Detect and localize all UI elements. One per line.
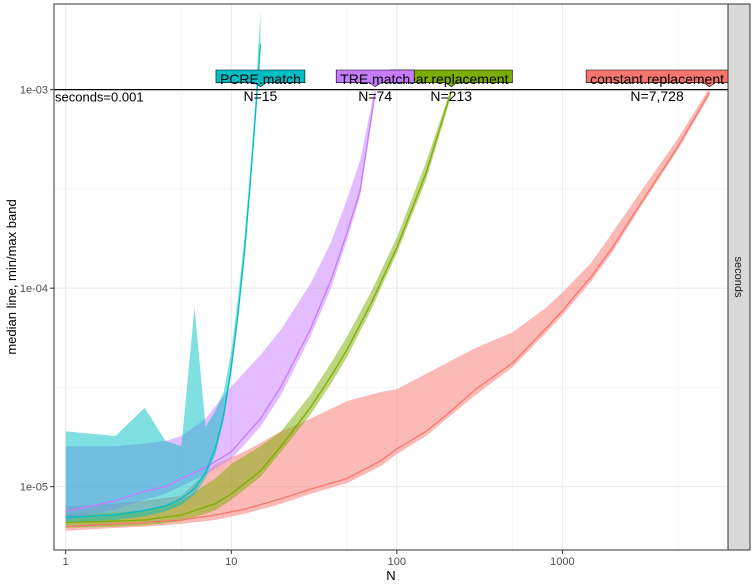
- y-axis-title: median line, min/max band: [4, 199, 19, 354]
- series-label-name: TRE.match: [340, 71, 410, 87]
- series-label-count: N=7,728: [630, 88, 684, 104]
- series-label-name: PCRE.match: [220, 71, 301, 87]
- median-line-constant-replacement: [65, 91, 711, 528]
- y-tick-label: 1e-05: [20, 482, 48, 494]
- series-label-count: N=74: [358, 88, 392, 104]
- median-line-TRE-match: [65, 92, 376, 513]
- series-label-box: [215, 69, 306, 88]
- x-tick-label: 1000: [550, 556, 574, 568]
- band-PCRE-match: [65, 10, 261, 523]
- x-axis: 1 10 100 1000: [63, 550, 575, 568]
- facet-strip: [727, 3, 751, 551]
- series-label-name: constant.replacement: [590, 71, 724, 87]
- median-line-linear-replacement: [65, 91, 452, 524]
- y-tick-label: 1e-03: [20, 85, 48, 97]
- series-label-name: linear.replacement: [394, 71, 509, 87]
- x-tick-label: 100: [388, 556, 406, 568]
- x-tick-label: 10: [225, 556, 237, 568]
- threshold-line-group: seconds=0.001: [54, 89, 728, 105]
- series-label-count: N=213: [430, 88, 472, 104]
- x-axis-title: N: [386, 568, 395, 583]
- y-axis: 1e-05 1e-04 1e-03: [20, 85, 54, 494]
- band-constant-replacement: [65, 87, 710, 531]
- facet-strip-label: seconds: [732, 257, 744, 298]
- x-tick-label: 1: [63, 556, 69, 568]
- y-tick-label: 1e-04: [20, 283, 48, 295]
- series-bands: [65, 10, 710, 531]
- series-label-box: [335, 69, 415, 88]
- median-line-PCRE-match: [65, 43, 262, 519]
- series-lines: [65, 43, 711, 528]
- threshold-label: seconds=0.001: [55, 90, 144, 105]
- series-label-count: N=15: [243, 88, 277, 104]
